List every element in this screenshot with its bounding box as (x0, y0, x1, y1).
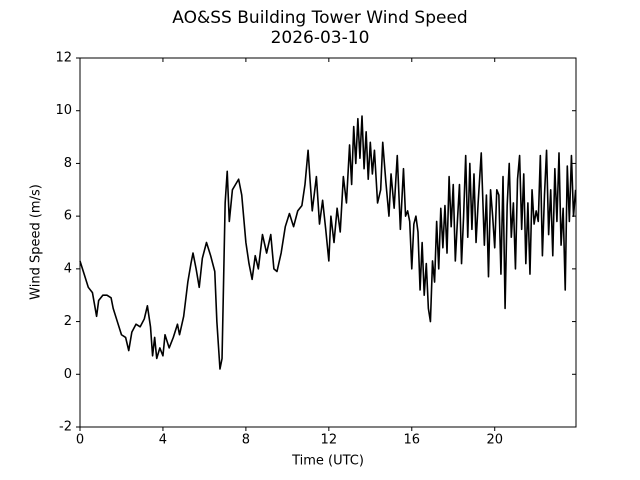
x-tick-label: 20 (486, 433, 503, 448)
x-tick-label: 16 (403, 433, 420, 448)
y-tick-label: 10 (55, 103, 72, 118)
x-axis-label: Time (UTC) (291, 454, 364, 469)
y-tick-label: 2 (64, 314, 72, 329)
x-tick-label: 0 (76, 433, 84, 448)
y-tick-label: 8 (64, 156, 72, 171)
plot-frame (79, 57, 577, 428)
y-tick-label: 6 (64, 209, 72, 224)
x-tick-label: 12 (321, 433, 338, 448)
y-tick-label: 0 (64, 367, 72, 382)
y-tick-label: 12 (55, 51, 72, 66)
chart-subtitle: 2026-03-10 (271, 28, 370, 48)
chart-title: AO&SS Building Tower Wind Speed (172, 8, 467, 28)
y-tick-label: 4 (64, 261, 72, 276)
x-tick-label: 4 (159, 433, 167, 448)
y-tick-label: -2 (59, 420, 72, 435)
x-tick-label: 8 (242, 433, 250, 448)
data-line (79, 115, 577, 370)
y-axis-label: Wind Speed (m/s) (29, 184, 44, 300)
